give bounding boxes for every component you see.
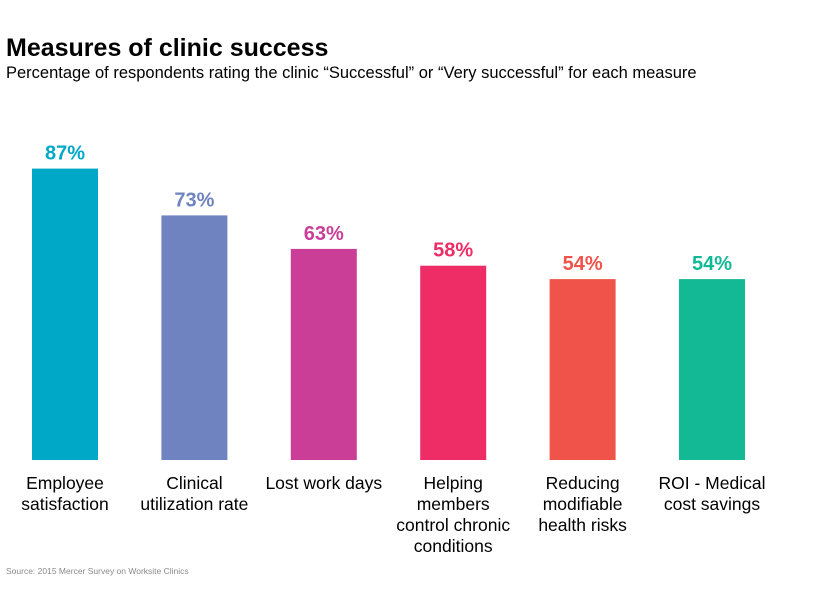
category-label-3: Helping members control chronic conditions [396, 473, 510, 556]
category-label-5: ROI - Medical cost savings [659, 473, 766, 514]
bar-3 [420, 265, 487, 460]
chart-subtitle: Percentage of respondents rating the cli… [6, 64, 697, 82]
data-label-0: 87% [45, 143, 85, 165]
chart-title: Measures of clinic success [6, 34, 329, 62]
data-label-5: 54% [692, 253, 732, 275]
data-label-4: 54% [563, 253, 603, 275]
bar-5 [679, 279, 745, 460]
bar-2 [290, 248, 357, 460]
source-note: Source: 2015 Mercer Survey on Worksite C… [6, 566, 189, 576]
category-label-0: Employee satisfaction [21, 473, 109, 514]
data-label-3: 58% [433, 240, 473, 262]
data-label-1: 73% [174, 189, 214, 211]
bar-0 [32, 168, 98, 460]
category-label-1: Clinical utilization rate [140, 473, 248, 514]
data-label-2: 63% [304, 223, 344, 245]
bar-1 [161, 215, 228, 460]
category-label-2: Lost work days [265, 473, 382, 493]
category-label-4: Reducing modifiable health risks [538, 473, 627, 535]
bar-4 [549, 279, 616, 460]
